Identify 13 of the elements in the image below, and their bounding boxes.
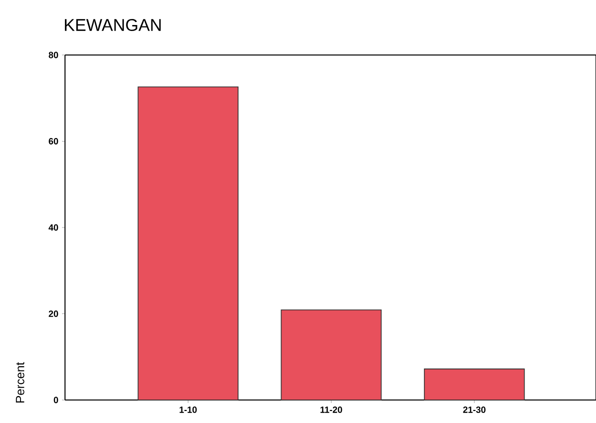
- y-tick-label: 40: [48, 224, 58, 231]
- x-tick-label: 1-10: [180, 406, 197, 413]
- y-tick-label: 0: [54, 396, 58, 404]
- y-tick-label: 60: [48, 138, 58, 144]
- bar: [424, 368, 525, 400]
- y-tick-label: 80: [48, 52, 58, 58]
- y-tick-label: 20: [48, 310, 58, 317]
- y-axis-title: Percent: [16, 362, 24, 402]
- chart-title: KEWANGAN: [64, 18, 161, 32]
- bar: [280, 309, 382, 400]
- x-tick-label: 11-20: [320, 406, 342, 413]
- bar: [138, 86, 238, 400]
- x-tick-label: 21-30: [463, 406, 486, 413]
